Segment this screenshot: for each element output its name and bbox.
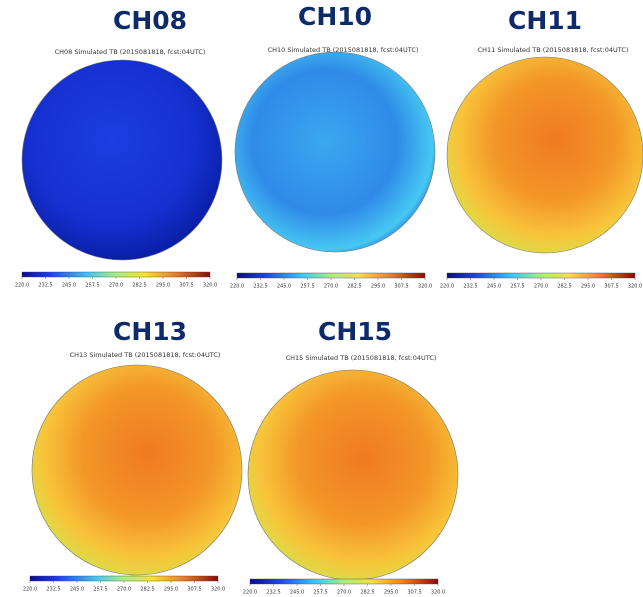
colorbar-tick-label: 257.5	[313, 590, 327, 596]
colorbar-tick-label: 282.5	[360, 590, 374, 596]
globe	[446, 56, 643, 254]
colorbar-tick-label: 220.0	[230, 284, 244, 290]
globe	[247, 369, 459, 581]
colorbar	[446, 272, 636, 279]
colorbar-tick-label: 257.5	[300, 284, 314, 290]
panel-subtitle: CH08 Simulated TB (2015081818, fcst:04UT…	[55, 48, 206, 56]
colorbar	[29, 575, 219, 582]
colorbar-tick-label: 295.0	[164, 587, 178, 593]
colorbar-tick-label: 270.0	[117, 587, 131, 593]
colorbar-tick-label: 270.0	[324, 284, 338, 290]
panel-subtitle: CH11 Simulated TB (2015081818, fcst:04UT…	[478, 46, 629, 54]
globe	[31, 364, 243, 576]
colorbar-tick-label: 220.0	[440, 284, 454, 290]
colorbar-tick-label: 282.5	[132, 283, 146, 289]
colorbar-tick-label: 220.0	[23, 587, 37, 593]
colorbar	[249, 578, 439, 585]
colorbar-tick-label: 232.5	[253, 284, 267, 290]
panel-heading: CH13	[113, 317, 187, 346]
colorbar-tick-label: 320.0	[431, 590, 445, 596]
panel-subtitle: CH13 Simulated TB (2015081818, fcst:04UT…	[70, 351, 221, 359]
colorbar-tick-label: 270.0	[534, 284, 548, 290]
panel-subtitle: CH15 Simulated TB (2015081818, fcst:04UT…	[286, 354, 437, 362]
colorbar-tick-label: 307.5	[394, 284, 408, 290]
colorbar-tick-label: 295.0	[581, 284, 595, 290]
colorbar-tick-label: 257.5	[85, 283, 99, 289]
colorbar-tick-label: 232.5	[266, 590, 280, 596]
colorbar-tick-label: 282.5	[557, 284, 571, 290]
colorbar-tick-label: 282.5	[140, 587, 154, 593]
colorbar-tick-label: 320.0	[203, 283, 217, 289]
colorbar-tick-label: 232.5	[46, 587, 60, 593]
panel-heading: CH15	[318, 317, 392, 346]
colorbar-tick-label: 307.5	[187, 587, 201, 593]
colorbar-tick-label: 257.5	[93, 587, 107, 593]
colorbar-tick-label: 245.0	[277, 284, 291, 290]
panel-heading: CH10	[298, 2, 372, 31]
colorbar	[21, 271, 211, 278]
colorbar-tick-label: 320.0	[211, 587, 225, 593]
colorbar-tick-label: 220.0	[15, 283, 29, 289]
colorbar-tick-label: 270.0	[337, 590, 351, 596]
colorbar-tick-label: 295.0	[156, 283, 170, 289]
panel-subtitle: CH10 Simulated TB (2015081818, fcst:04UT…	[268, 46, 419, 54]
panel-heading: CH08	[113, 6, 187, 35]
colorbar-tick-label: 232.5	[38, 283, 52, 289]
colorbar-tick-label: 295.0	[384, 590, 398, 596]
colorbar-tick-label: 320.0	[418, 284, 432, 290]
colorbar-tick-label: 307.5	[407, 590, 421, 596]
colorbar	[236, 272, 426, 279]
colorbar-tick-label: 257.5	[510, 284, 524, 290]
colorbar-tick-label: 282.5	[347, 284, 361, 290]
colorbar-tick-label: 245.0	[487, 284, 501, 290]
colorbar-tick-label: 307.5	[179, 283, 193, 289]
colorbar-tick-label: 320.0	[628, 284, 642, 290]
colorbar-tick-label: 220.0	[243, 590, 257, 596]
panel-heading: CH11	[508, 6, 582, 35]
globe	[21, 59, 223, 261]
colorbar-tick-label: 245.0	[62, 283, 76, 289]
colorbar-tick-label: 245.0	[70, 587, 84, 593]
colorbar-tick-label: 270.0	[109, 283, 123, 289]
globe	[234, 51, 436, 253]
colorbar-tick-label: 245.0	[290, 590, 304, 596]
colorbar-tick-label: 232.5	[463, 284, 477, 290]
colorbar-tick-label: 295.0	[371, 284, 385, 290]
colorbar-tick-label: 307.5	[604, 284, 618, 290]
